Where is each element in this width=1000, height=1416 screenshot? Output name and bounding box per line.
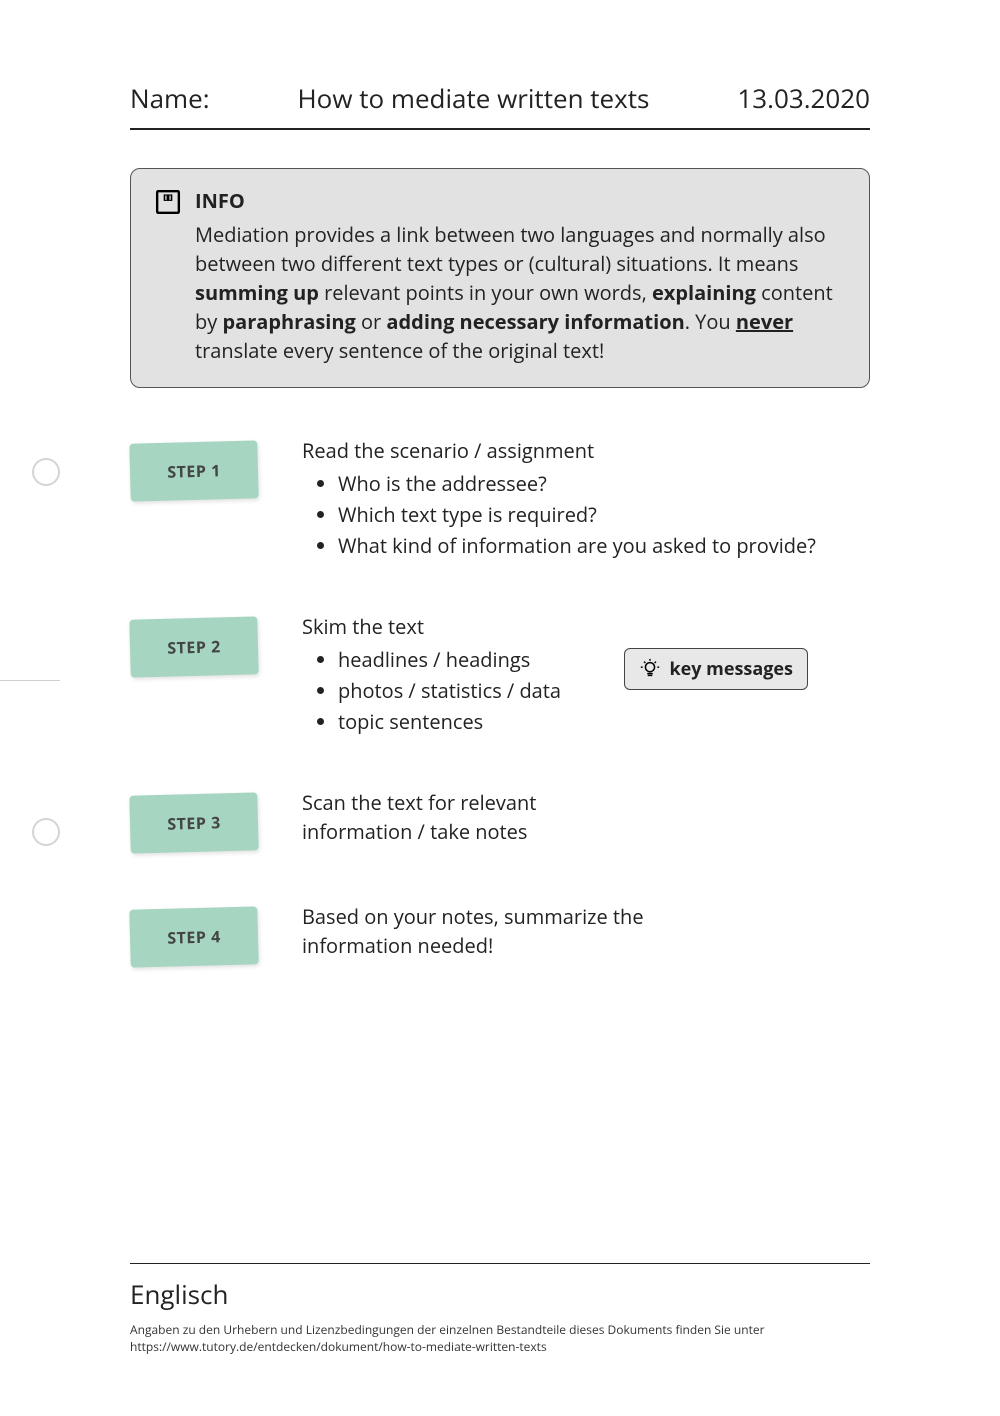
footer-divider [130, 1263, 870, 1264]
step-bullet: Which text type is required? [338, 500, 870, 529]
info-text-bold: explaining [652, 279, 756, 306]
step-body: Scan the text for relevant information /… [302, 788, 622, 846]
info-text-part: relevant points in your own words, [319, 279, 652, 306]
steps-list: STEP 1 Read the scenario / assignment Wh… [130, 436, 870, 966]
footer: Englisch Angaben zu den Urhebern und Liz… [130, 1263, 870, 1356]
step-bullets: headlines / headings photos / statistics… [338, 645, 612, 736]
step-row: STEP 3 Scan the text for relevant inform… [130, 788, 870, 852]
lightbulb-icon [639, 658, 661, 680]
punch-hole-bottom [32, 818, 60, 846]
info-text-bold: summing up [195, 279, 319, 306]
step-bullet: headlines / headings [338, 645, 612, 674]
step-bullet: topic sentences [338, 707, 612, 736]
step-row: STEP 2 Skim the text headlines / heading… [130, 612, 870, 738]
step-bullet: Who is the addressee? [338, 469, 870, 498]
step-body: Read the scenario / assignment Who is th… [302, 436, 870, 562]
info-text-part: . You [685, 308, 736, 335]
info-text-part: or [356, 308, 387, 335]
page-date: 13.03.2020 [737, 80, 870, 116]
info-text-part: translate every sentence of the original… [195, 337, 604, 364]
step-badge: STEP 2 [129, 616, 258, 677]
worksheet-page: Name: How to mediate written texts 13.03… [0, 0, 1000, 966]
step-bullet: photos / statistics / data [338, 676, 612, 705]
punch-hole-top [32, 458, 60, 486]
key-messages-label: key messages [669, 657, 793, 681]
info-text-bold: paraphrasing [222, 308, 355, 335]
info-text-underline: never [736, 308, 793, 335]
step-title: Read the scenario / assignment [302, 436, 870, 465]
step-title: Based on your notes, summarize the infor… [302, 902, 662, 960]
key-messages-badge: key messages [624, 648, 808, 690]
step-badge: STEP 3 [129, 792, 258, 853]
step-title: Skim the text [302, 612, 612, 641]
info-text-bold: adding necessary information [386, 308, 684, 335]
header-row: Name: How to mediate written texts 13.03… [130, 80, 870, 130]
step-badge: STEP 4 [129, 906, 258, 967]
footer-note-line: Angaben zu den Urhebern und Lizenzbeding… [130, 1322, 870, 1339]
info-icon [155, 189, 181, 215]
step-bullets: Who is the addressee? Which text type is… [338, 469, 870, 560]
step-body: Skim the text headlines / headings photo… [302, 612, 612, 738]
name-label: Name: [130, 80, 210, 116]
info-heading: INFO [195, 187, 845, 214]
step-row: STEP 1 Read the scenario / assignment Wh… [130, 436, 870, 562]
footer-note-line: https://www.tutory.de/entdecken/dokument… [130, 1339, 870, 1356]
footer-attribution: Angaben zu den Urhebern und Lizenzbeding… [130, 1322, 870, 1356]
step-body: Based on your notes, summarize the infor… [302, 902, 662, 960]
step-row: STEP 4 Based on your notes, summarize th… [130, 902, 870, 966]
info-box: INFO Mediation provides a link between t… [130, 168, 870, 388]
margin-tick [0, 680, 60, 681]
footer-subject: Englisch [130, 1276, 870, 1312]
info-content: INFO Mediation provides a link between t… [195, 187, 845, 365]
step-title: Scan the text for relevant information /… [302, 788, 622, 846]
page-title: How to mediate written texts [210, 80, 738, 116]
step-bullet: What kind of information are you asked t… [338, 531, 870, 560]
info-text: Mediation provides a link between two la… [195, 220, 845, 365]
step-badge: STEP 1 [129, 440, 258, 501]
info-text-part: Mediation provides a link between two la… [195, 221, 826, 277]
